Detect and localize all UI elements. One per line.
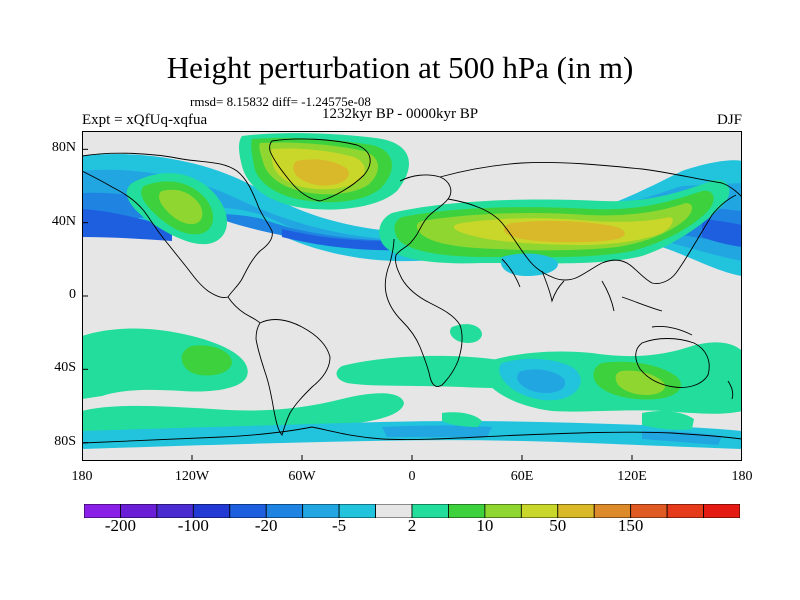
contour-pos-eurasia-max: [504, 220, 625, 243]
coast-central-america: [227, 296, 261, 324]
lat-label-lat-40n: 40N: [51, 213, 76, 229]
lat-label-lat-40s: 40S: [54, 360, 76, 376]
contour-pos-south-indian-core: [615, 370, 666, 395]
lon-label-lon-60w: 60W: [288, 469, 316, 484]
contour-field: [82, 131, 742, 461]
lon-label-lon-60e: 60E: [510, 469, 534, 484]
colorbar-label-cb-150: 150: [617, 516, 644, 535]
figure-title: Height perturbation at 500 hPa (in m): [166, 50, 634, 85]
contour-pos-east-pacific: [687, 364, 742, 400]
contour-neg-south-indian-core: [517, 369, 566, 393]
stats-annotation: rmsd= 8.15832 diff= -1.24575e-08: [190, 94, 371, 109]
colorbar-label-cb-m5: -5: [332, 516, 347, 535]
colorbar-label-cb-m20: -20: [254, 516, 278, 535]
coast-greenland: [269, 138, 371, 202]
contour-neg-south-asia: [500, 253, 558, 276]
contour-neg-antarctic-core: [382, 425, 722, 445]
colorbar-label-cb-m100: -100: [177, 516, 209, 535]
colorbar-label-cb-50: 50: [549, 516, 567, 535]
coast-southeast-asia: [601, 280, 693, 336]
colorbar-swatch-17: [703, 504, 740, 518]
experiment-label: Expt = xQfUq-xqfua: [82, 112, 208, 128]
contour-pos-south-pacific: [82, 328, 404, 432]
axis-ticks: [82, 148, 742, 461]
lon-label-lon-120e: 120E: [617, 469, 647, 484]
lon-label-lon-180e: 180: [731, 469, 753, 484]
map-svg: [82, 131, 742, 461]
contour-pos-antarctic-patch: [442, 411, 694, 430]
contour-pos-equatorial-pacific: [121, 329, 169, 346]
lon-label-lon-0: 0: [408, 469, 416, 484]
lat-label-lat-0: 0: [69, 287, 76, 302]
contour-pos-greenland-max: [293, 159, 349, 186]
lon-label-lon-120w: 120W: [174, 469, 210, 484]
coast-south-america: [255, 319, 331, 436]
coastlines: [82, 138, 742, 444]
contour-pos-equatorial-atlantic: [450, 324, 482, 343]
colorbar-label-cb-2: 2: [407, 516, 417, 535]
contour-pos-south-pacific-mid: [181, 345, 232, 376]
colorbar: [84, 504, 740, 518]
lat-label-lat-80s: 80S: [54, 433, 76, 449]
map-panel: [82, 131, 742, 461]
period-label: 1232kyr BP - 0000kyr BP: [322, 106, 479, 122]
lon-label-lon-180: 180: [71, 469, 93, 484]
coast-eurasia: [439, 162, 742, 284]
colorbar-swatch-16: [666, 504, 704, 518]
coast-australia: [635, 338, 710, 388]
colorbar-label-cb-10: 10: [476, 516, 494, 535]
coast-new-zealand: [727, 380, 734, 400]
contour-pos-namerica-core: [159, 189, 203, 225]
coast-north-america: [82, 152, 273, 298]
contour-neg-north-band: [82, 154, 742, 276]
coast-arabia-india: [501, 258, 565, 303]
coast-antarctica: [82, 426, 742, 444]
season-label: DJF: [716, 112, 742, 128]
coast-europe-africa: [384, 174, 463, 388]
colorbar-label-cb-m200: -200: [104, 516, 137, 535]
lat-label-lat-80n: 80N: [51, 140, 76, 156]
